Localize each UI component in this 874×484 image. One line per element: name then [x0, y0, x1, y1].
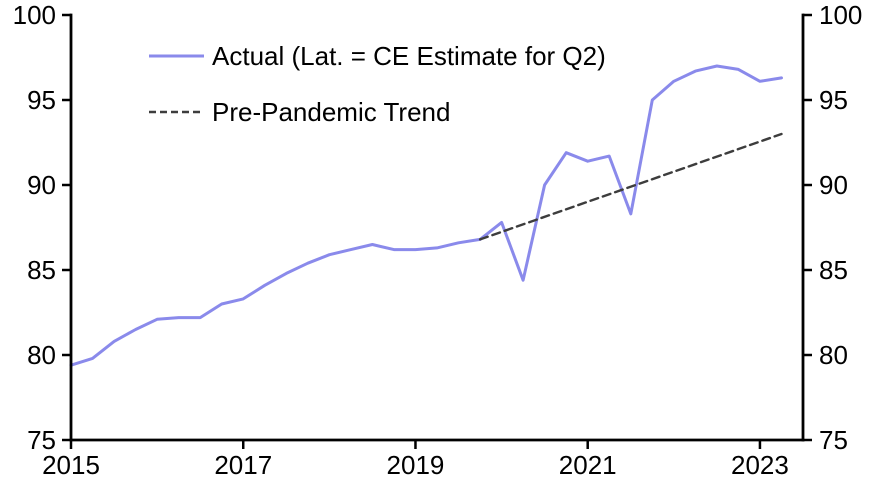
y-tick-label-right: 75 [819, 425, 848, 455]
x-tick-label: 2019 [387, 450, 445, 480]
x-tick-label: 2021 [559, 450, 617, 480]
y-tick-label-left: 75 [27, 425, 56, 455]
y-tick-label-left: 100 [13, 0, 56, 30]
legend: Actual (Lat. = CE Estimate for Q2) Pre-P… [148, 41, 606, 127]
legend-item-actual: Actual (Lat. = CE Estimate for Q2) [148, 41, 606, 71]
y-tick-label-left: 80 [27, 340, 56, 370]
y-tick-label-right: 85 [819, 255, 848, 285]
y-tick-label-left: 85 [27, 255, 56, 285]
y-tick-label-right: 95 [819, 85, 848, 115]
y-tick-label-right: 90 [819, 170, 848, 200]
actual-line [69, 64, 783, 367]
y-tick-label-left: 95 [27, 85, 56, 115]
y-tick-label-left: 90 [27, 170, 56, 200]
trend-line-swatch [149, 110, 204, 114]
trend-line [478, 132, 783, 241]
x-tick-label: 2017 [214, 450, 272, 480]
x-tick-label: 2023 [731, 450, 789, 480]
actual-line-swatch [149, 54, 204, 58]
y-tick-label-right: 100 [819, 0, 862, 30]
x-tick-label: 2015 [42, 450, 100, 480]
legend-label-actual: Actual (Lat. = CE Estimate for Q2) [212, 41, 606, 71]
legend-label-trend: Pre-Pandemic Trend [212, 97, 451, 127]
y-tick-label-right: 80 [819, 340, 848, 370]
legend-item-trend: Pre-Pandemic Trend [148, 97, 606, 127]
